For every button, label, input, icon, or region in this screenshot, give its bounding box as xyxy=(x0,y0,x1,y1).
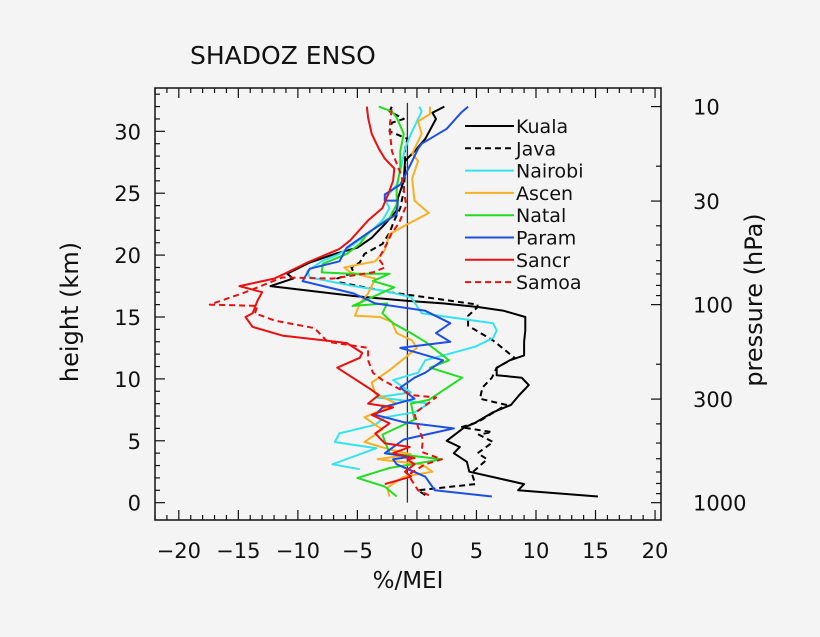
y-tick-label: 25 xyxy=(114,182,141,206)
x-tick-label: −10 xyxy=(276,539,320,563)
series-line-java xyxy=(336,106,516,497)
x-tick-label: −5 xyxy=(342,539,373,563)
y2-axis-label: pressure (hPa) xyxy=(740,213,768,386)
legend-label: Param xyxy=(516,228,576,250)
x-tick-label: 15 xyxy=(582,539,609,563)
legend-label: Natal xyxy=(516,205,566,227)
y-tick-label: 30 xyxy=(114,120,141,144)
y2-tick-label: 300 xyxy=(693,388,733,412)
y2-tick-label: 10 xyxy=(693,96,720,120)
chart-title: SHADOZ ENSO xyxy=(190,41,376,70)
y-tick-label: 15 xyxy=(114,306,141,330)
series-line-sancr xyxy=(238,106,416,486)
y-axis-label: height (km) xyxy=(56,242,84,382)
y-tick-label: 10 xyxy=(114,368,141,392)
plot-frame xyxy=(154,87,662,521)
legend-label: Java xyxy=(515,138,556,160)
x-tick-label: 5 xyxy=(470,539,483,563)
series-line-samoa xyxy=(208,106,443,497)
x-tick-label: 0 xyxy=(410,539,423,563)
legend-label: Nairobi xyxy=(516,161,584,183)
x-tick-label: −15 xyxy=(216,539,260,563)
legend-label: Sancr xyxy=(516,250,570,272)
series-line-nairobi xyxy=(306,106,498,471)
legend-label: Samoa xyxy=(516,272,581,294)
x-tick-label: 20 xyxy=(642,539,669,563)
y2-tick-label: 30 xyxy=(693,190,720,214)
x-tick-label: −20 xyxy=(157,539,201,563)
x-tick-label: 10 xyxy=(523,539,550,563)
y2-tick-label: 1000 xyxy=(693,492,746,516)
series-line-param xyxy=(301,105,493,498)
x-axis-label: %/MEI xyxy=(373,568,444,594)
y-tick-label: 0 xyxy=(128,492,141,516)
legend-label: Kuala xyxy=(516,116,568,138)
y-tick-label: 5 xyxy=(128,430,141,454)
legend-label: Ascen xyxy=(516,183,573,205)
y-tick-label: 20 xyxy=(114,244,141,268)
y2-tick-label: 100 xyxy=(693,294,733,318)
series-line-natal xyxy=(320,105,464,498)
